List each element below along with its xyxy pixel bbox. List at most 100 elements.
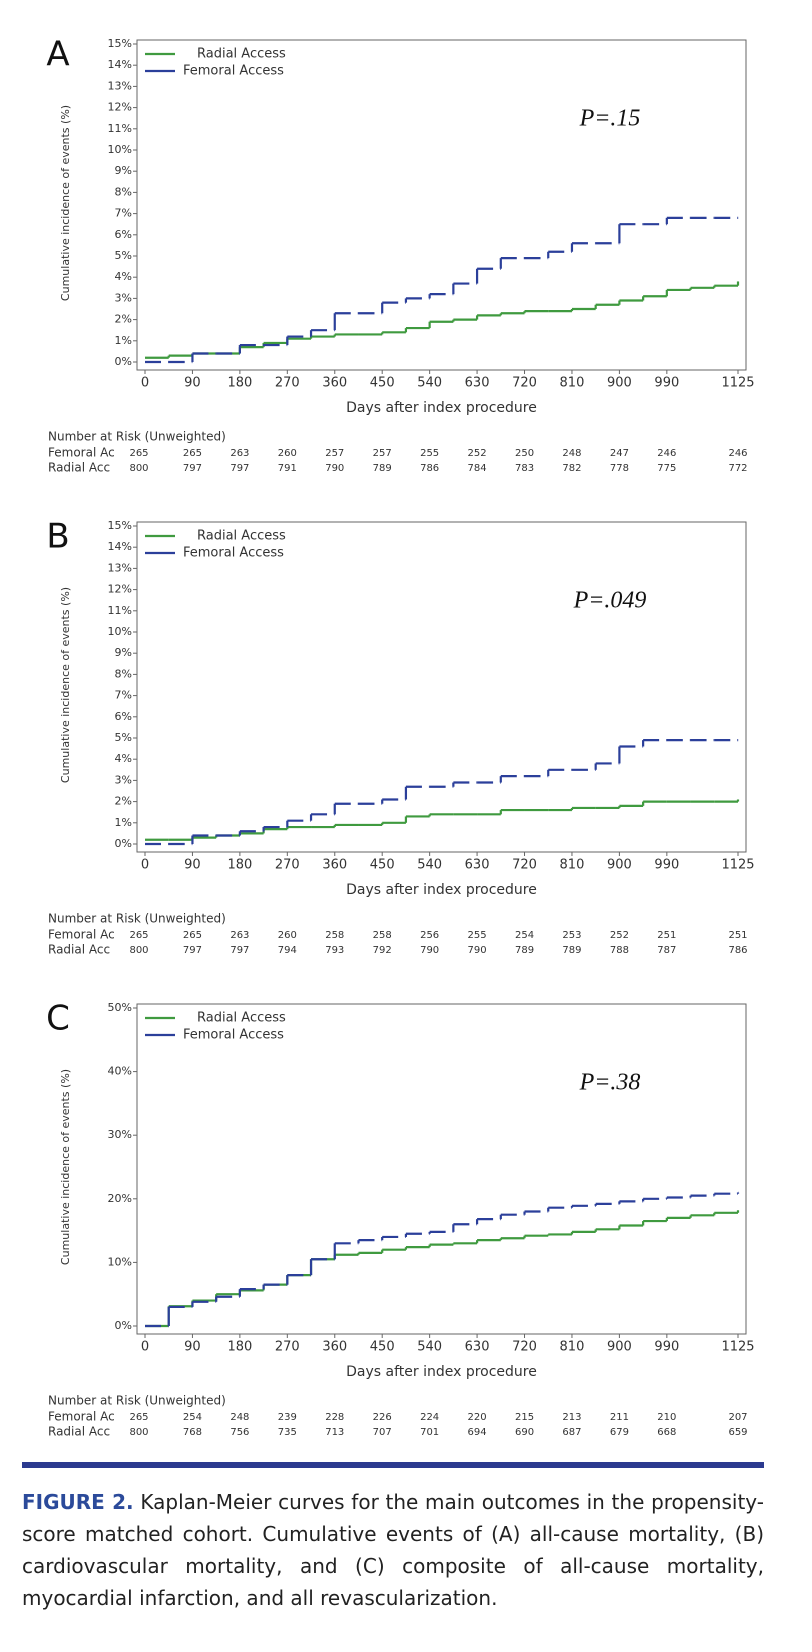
- legend-label: Femoral Access: [183, 546, 284, 561]
- y-axis-label: Cumulative incidence of events (%): [59, 587, 72, 783]
- risk-count: 265: [183, 448, 202, 459]
- legend-label: Femoral Access: [183, 1028, 284, 1043]
- risk-count: 659: [728, 1427, 747, 1438]
- x-tick-label: 540: [417, 858, 442, 873]
- x-tick-label: 180: [227, 376, 252, 391]
- risk-count: 778: [610, 463, 629, 474]
- x-axis-label: Days after index procedure: [346, 882, 537, 898]
- risk-count: 254: [515, 930, 534, 941]
- y-tick-label: 15%: [108, 37, 132, 50]
- risk-table-title: Number at Risk (Unweighted): [48, 1394, 226, 1408]
- p-value: P=.049: [573, 588, 647, 614]
- x-tick-label: 0: [141, 858, 149, 873]
- x-tick-label: 900: [607, 376, 632, 391]
- risk-count: 788: [610, 945, 629, 956]
- x-tick-label: 450: [370, 1340, 395, 1355]
- x-axis-label: Days after index procedure: [346, 400, 537, 416]
- risk-count: 265: [129, 448, 148, 459]
- y-tick-label: 10%: [108, 625, 132, 638]
- x-tick-label: 540: [417, 376, 442, 391]
- risk-count: 790: [468, 945, 487, 956]
- y-tick-label: 0%: [115, 837, 132, 850]
- risk-count: 690: [515, 1427, 534, 1438]
- risk-count: 786: [420, 463, 439, 474]
- risk-count: 263: [230, 448, 249, 459]
- x-tick-label: 360: [322, 376, 347, 391]
- x-tick-label: 630: [465, 858, 490, 873]
- y-tick-label: 8%: [115, 667, 132, 680]
- risk-count: 800: [129, 945, 148, 956]
- y-tick-label: 14%: [108, 540, 132, 553]
- risk-count: 783: [515, 463, 534, 474]
- risk-count: 252: [468, 448, 487, 459]
- risk-count: 258: [325, 930, 344, 941]
- risk-count: 768: [183, 1427, 202, 1438]
- y-tick-label: 30%: [108, 1128, 132, 1141]
- x-tick-label: 900: [607, 858, 632, 873]
- y-tick-label: 12%: [108, 101, 132, 114]
- risk-count: 797: [230, 945, 249, 956]
- risk-count: 772: [728, 463, 747, 474]
- risk-count: 246: [728, 448, 747, 459]
- x-tick-label: 0: [141, 1340, 149, 1355]
- risk-count: 224: [420, 1412, 439, 1423]
- risk-count: 782: [562, 463, 581, 474]
- y-axis-label: Cumulative incidence of events (%): [59, 105, 72, 301]
- legend-label: Radial Access: [197, 529, 286, 544]
- risk-count: 707: [373, 1427, 392, 1438]
- x-tick-label: 90: [184, 1340, 201, 1355]
- risk-count: 263: [230, 930, 249, 941]
- risk-count: 713: [325, 1427, 344, 1438]
- y-tick-label: 5%: [115, 249, 132, 262]
- risk-count: 246: [657, 448, 676, 459]
- y-tick-label: 5%: [115, 731, 132, 744]
- risk-count: 797: [183, 945, 202, 956]
- risk-count: 794: [278, 945, 297, 956]
- p-value: P=.38: [579, 1070, 641, 1096]
- risk-row-label: Femoral Ac: [48, 446, 115, 460]
- y-tick-label: 15%: [108, 519, 132, 532]
- risk-count: 668: [657, 1427, 676, 1438]
- risk-count: 239: [278, 1412, 297, 1423]
- risk-table-title: Number at Risk (Unweighted): [48, 912, 226, 926]
- risk-count: 790: [325, 463, 344, 474]
- risk-count: 251: [728, 930, 747, 941]
- risk-count: 800: [129, 463, 148, 474]
- risk-count: 784: [468, 463, 487, 474]
- x-tick-label: 990: [654, 376, 679, 391]
- risk-table-title: Number at Risk (Unweighted): [48, 430, 226, 444]
- risk-row-label: Femoral Ac: [48, 1410, 115, 1424]
- x-tick-label: 180: [227, 1340, 252, 1355]
- x-tick-label: 720: [512, 858, 537, 873]
- risk-count: 789: [373, 463, 392, 474]
- y-tick-label: 14%: [108, 58, 132, 71]
- y-tick-label: 13%: [108, 561, 132, 574]
- figure: A Cumulative incidence of events (%) Days …: [46, 35, 754, 1439]
- y-tick-label: 2%: [115, 313, 132, 326]
- risk-count: 687: [562, 1427, 581, 1438]
- y-tick-label: 9%: [115, 164, 132, 177]
- x-axis-label: Days after index procedure: [346, 1364, 537, 1380]
- risk-count: 248: [230, 1412, 249, 1423]
- x-tick-label: 900: [607, 1340, 632, 1355]
- risk-count: 260: [278, 930, 297, 941]
- legend-label: Femoral Access: [183, 64, 284, 79]
- risk-count: 252: [610, 930, 629, 941]
- y-tick-label: 12%: [108, 583, 132, 596]
- p-value: P=.15: [579, 106, 641, 132]
- y-tick-label: 3%: [115, 291, 132, 304]
- y-tick-label: 10%: [108, 1255, 132, 1268]
- risk-count: 220: [468, 1412, 487, 1423]
- risk-count: 260: [278, 448, 297, 459]
- x-tick-label: 1125: [721, 376, 754, 391]
- caption: FIGURE 2. Kaplan-Meier curves for the ma…: [22, 1486, 764, 1614]
- risk-count: 255: [420, 448, 439, 459]
- risk-count: 251: [657, 930, 676, 941]
- y-tick-label: 40%: [108, 1065, 132, 1078]
- risk-count: 800: [129, 1427, 148, 1438]
- risk-count: 265: [129, 1412, 148, 1423]
- legend-label: Radial Access: [197, 47, 286, 62]
- risk-count: 792: [373, 945, 392, 956]
- risk-count: 207: [728, 1412, 747, 1423]
